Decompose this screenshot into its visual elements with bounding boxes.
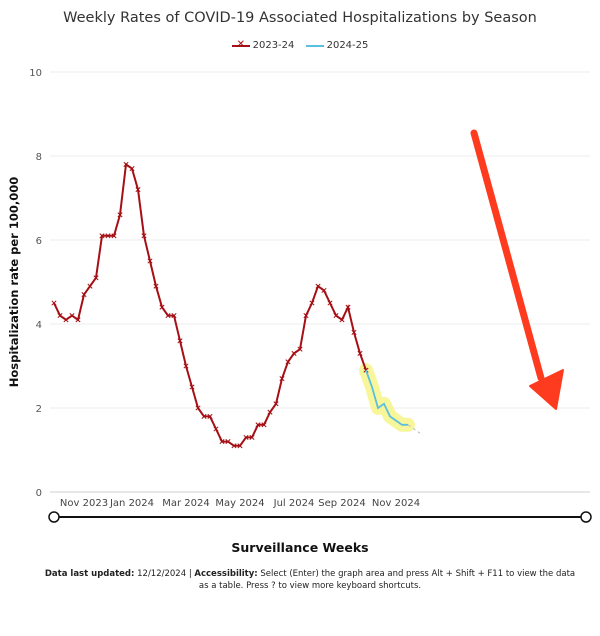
legend-label-2024-25: 2024-25 — [326, 40, 369, 51]
footnote-separator: | — [188, 569, 192, 579]
range-slider-handle-right[interactable] — [580, 511, 592, 523]
data-point-2023-24 — [69, 313, 75, 319]
data-point-2023-24 — [225, 439, 231, 445]
data-point-2023-24 — [291, 350, 297, 356]
y-tick-label: 8 — [36, 152, 42, 163]
updated-label: Data last updated: — [44, 569, 135, 579]
range-slider-handle-left[interactable] — [48, 511, 60, 523]
y-tick-label: 6 — [36, 236, 42, 247]
data-point-2023-24 — [231, 443, 237, 449]
y-tick-label: 0 — [36, 488, 42, 499]
data-point-2023-24 — [273, 401, 279, 407]
data-point-2023-24 — [99, 233, 105, 239]
legend-swatch-2023-24: ✕ — [231, 39, 250, 51]
accessibility-label: Accessibility: — [194, 569, 258, 579]
data-point-2023-24 — [129, 166, 135, 172]
data-point-2023-24 — [351, 329, 357, 335]
data-point-2023-24 — [303, 313, 309, 319]
data-point-2023-24 — [321, 287, 327, 293]
data-point-2023-24 — [147, 258, 153, 264]
data-point-2023-24 — [93, 275, 99, 281]
chart-title: Weekly Rates of COVID-19 Associated Hosp… — [63, 10, 537, 26]
data-point-2023-24 — [75, 317, 81, 323]
data-point-2023-24 — [63, 317, 69, 323]
x-tick-label: Nov 2024 — [372, 498, 420, 509]
data-point-2023-24 — [315, 283, 321, 289]
data-point-2023-24 — [333, 313, 339, 319]
data-point-2023-24 — [171, 313, 177, 319]
data-point-2023-24 — [105, 233, 111, 239]
data-point-2023-24 — [327, 300, 333, 306]
data-point-2023-24 — [297, 346, 303, 352]
legend-item-2023-24[interactable]: ✕ 2023-24 — [231, 39, 295, 51]
data-point-2023-24 — [153, 283, 159, 289]
data-point-2023-24 — [123, 161, 129, 167]
x-tick-label: Jan 2024 — [109, 498, 154, 509]
x-tick-label: May 2024 — [215, 498, 264, 509]
data-point-2023-24 — [237, 443, 243, 449]
data-point-2023-24 — [51, 300, 57, 306]
data-point-2023-24 — [249, 434, 255, 440]
data-point-2023-24 — [243, 434, 249, 440]
data-point-2023-24 — [219, 439, 225, 445]
y-axis-title: Hospitalization rate per 100,000 — [7, 177, 21, 388]
data-point-2023-24 — [285, 359, 291, 365]
updated-value: 12/12/2024 — [137, 569, 187, 579]
legend-swatch-2024-25 — [305, 41, 324, 51]
data-point-2023-24 — [195, 405, 201, 411]
annotation-arrow-head — [529, 369, 564, 410]
x-tick-label: Jul 2024 — [273, 498, 315, 509]
data-point-2023-24 — [177, 338, 183, 344]
x-axis-title: Surveillance Weeks — [231, 540, 369, 555]
highlight-marker — [359, 363, 415, 432]
data-point-2023-24 — [201, 413, 207, 419]
x-tick-label: Sep 2024 — [318, 498, 365, 509]
data-point-2023-24 — [339, 317, 345, 323]
data-point-2023-24 — [111, 233, 117, 239]
footnote: Data last updated: 12/12/2024 | Accessib… — [40, 568, 580, 592]
x-tick-label: Mar 2024 — [162, 498, 210, 509]
data-point-2023-24 — [255, 422, 261, 428]
projection-line-2024-25 — [407, 424, 421, 434]
data-point-2023-24 — [267, 409, 273, 415]
data-point-2023-24 — [261, 422, 267, 428]
data-point-2023-24 — [183, 363, 189, 369]
data-point-2023-24 — [279, 376, 285, 382]
legend-item-2024-25[interactable]: 2024-25 — [305, 40, 369, 51]
y-tick-label: 4 — [36, 320, 42, 331]
x-tick-label: Nov 2023 — [60, 498, 108, 509]
data-point-2023-24 — [357, 350, 363, 356]
data-point-2023-24 — [159, 304, 165, 310]
y-tick-label: 10 — [29, 68, 42, 79]
y-tick-label: 2 — [36, 404, 42, 415]
data-point-2023-24 — [189, 384, 195, 390]
data-point-2023-24 — [135, 187, 141, 193]
legend-label-2023-24: 2023-24 — [252, 40, 295, 51]
data-point-2023-24 — [57, 313, 63, 319]
legend: ✕ 2023-24 2024-25 — [0, 39, 600, 54]
data-point-2023-24 — [213, 426, 219, 432]
data-point-2023-24 — [309, 300, 315, 306]
data-point-2023-24 — [345, 304, 351, 310]
series-line-2024-25 — [365, 369, 408, 426]
data-point-2023-24 — [165, 313, 171, 319]
data-point-2023-24 — [87, 283, 93, 289]
accessibility-text: Select (Enter) the graph area and press … — [198, 569, 576, 591]
data-point-2023-24 — [117, 212, 123, 218]
series-line-2023-24 — [53, 162, 367, 447]
data-point-2023-24 — [207, 413, 213, 419]
data-point-2023-24 — [141, 233, 147, 239]
annotation-arrow-shaft — [470, 129, 545, 382]
data-point-2023-24 — [81, 292, 87, 298]
